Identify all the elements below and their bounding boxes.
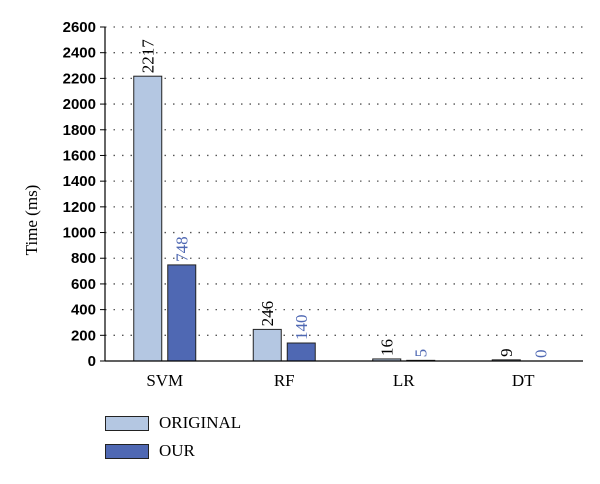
- y-tick-label: 1600: [63, 147, 96, 164]
- y-tick-label: 2200: [63, 70, 96, 87]
- y-axis-title: Time (ms): [22, 185, 41, 256]
- y-tick-label: 600: [71, 276, 96, 293]
- data-label-our-dt: 0: [531, 350, 550, 359]
- bar-original-svm: [133, 75, 163, 362]
- legend-label-original: ORIGINAL: [159, 413, 242, 432]
- y-tick-label: 400: [71, 302, 96, 319]
- data-label-original-rf: 246: [258, 301, 277, 327]
- data-label-our-svm: 748: [173, 236, 192, 262]
- legend-item-our: OUR: [105, 440, 241, 462]
- data-label-original-lr: 16: [378, 339, 397, 356]
- data-label-our-lr: 5: [412, 349, 431, 358]
- x-category-labels: SVM RF LR DT: [146, 371, 535, 390]
- data-label-original-svm: 2217: [139, 39, 158, 74]
- y-tick-label: 2600: [63, 19, 96, 36]
- y-tick-labels: 0 200 400 600 800 1000 1200 1400 1600 1800 2000 220…: [63, 19, 96, 370]
- legend-label-our: OUR: [159, 441, 195, 460]
- bar-our-svm: [167, 264, 197, 362]
- y-tick-label: 2000: [63, 96, 96, 113]
- x-category-label: LR: [393, 371, 415, 390]
- data-label-original-dt: 9: [497, 348, 516, 357]
- bar-original-rf: [252, 328, 282, 362]
- x-category-label: DT: [512, 371, 535, 390]
- bar-our-rf: [286, 342, 316, 362]
- y-tick-label: 0: [88, 353, 96, 370]
- legend: ORIGINAL OUR: [105, 412, 241, 468]
- y-tick-label: 800: [71, 250, 96, 267]
- legend-swatch-our: [105, 443, 149, 459]
- y-tick-label: 1800: [63, 122, 96, 139]
- y-tick-label: 200: [71, 327, 96, 344]
- legend-swatch-original: [105, 415, 149, 431]
- axes: [100, 26, 583, 362]
- gridlines: [105, 26, 583, 336]
- x-category-label: SVM: [146, 371, 183, 390]
- y-tick-label: 1200: [63, 199, 96, 216]
- bars-group: [133, 75, 521, 362]
- x-category-label: RF: [274, 371, 295, 390]
- data-label-our-rf: 140: [292, 315, 311, 341]
- bar-chart: 0200400600800100012001400160018002000220…: [22, 19, 583, 390]
- y-tick-label: 1000: [63, 225, 96, 242]
- y-tick-label: 1400: [63, 173, 96, 190]
- y-tick-label: 2400: [63, 45, 96, 62]
- legend-item-original: ORIGINAL: [105, 412, 241, 434]
- data-labels: 2217 748 246 140 16 5 9 0: [139, 39, 551, 358]
